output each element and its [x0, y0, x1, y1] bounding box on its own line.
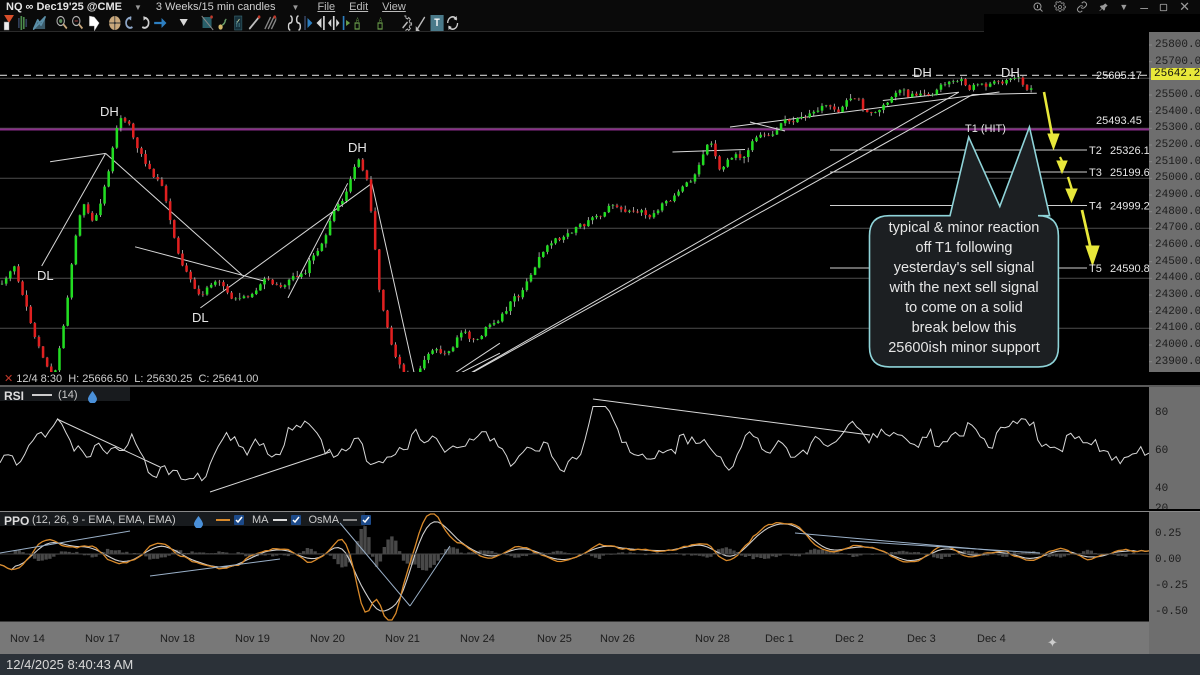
svg-text:25326.14: 25326.14: [1110, 145, 1149, 157]
svg-text:DL: DL: [192, 310, 209, 325]
svg-text:25493.45: 25493.45: [1096, 115, 1142, 127]
svg-text:DH: DH: [348, 140, 367, 155]
svg-text:T3: T3: [1089, 167, 1102, 179]
svg-text:to come on a solid: to come on a solid: [905, 300, 1023, 316]
svg-text:T2: T2: [1089, 145, 1102, 157]
svg-text:yesterday's sell signal: yesterday's sell signal: [894, 260, 1035, 276]
svg-text:T5: T5: [1089, 263, 1102, 275]
svg-text:24590.81: 24590.81: [1110, 263, 1149, 275]
svg-text:DL: DL: [37, 268, 54, 283]
svg-text:25605.17: 25605.17: [1096, 70, 1142, 82]
svg-text:T4: T4: [1089, 201, 1102, 213]
svg-text:with the next sell signal: with the next sell signal: [888, 280, 1038, 296]
svg-text:25199.63: 25199.63: [1110, 167, 1149, 179]
svg-text:typical & minor reaction: typical & minor reaction: [889, 220, 1040, 236]
svg-text:off T1 following: off T1 following: [916, 240, 1013, 256]
svg-text:DH: DH: [913, 65, 932, 80]
svg-text:24999.28: 24999.28: [1110, 201, 1149, 213]
svg-text:A: A: [379, 17, 383, 24]
svg-text:DH: DH: [100, 104, 119, 119]
svg-text:break below this: break below this: [912, 320, 1017, 336]
svg-text:A: A: [356, 17, 360, 24]
svg-text:DH: DH: [1001, 65, 1020, 80]
svg-text:25600ish minor support: 25600ish minor support: [888, 340, 1040, 356]
svg-text:T1 (HIT): T1 (HIT): [965, 123, 1006, 135]
